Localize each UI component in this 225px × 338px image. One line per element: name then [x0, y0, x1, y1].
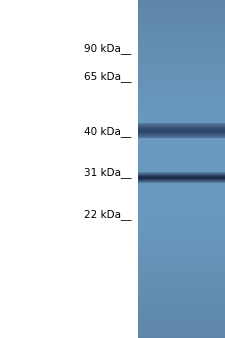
Text: 65 kDa__: 65 kDa__	[84, 71, 132, 81]
Text: 31 kDa__: 31 kDa__	[84, 167, 132, 178]
Text: 40 kDa__: 40 kDa__	[84, 126, 132, 137]
Text: 90 kDa__: 90 kDa__	[84, 44, 132, 54]
Text: 22 kDa__: 22 kDa__	[84, 209, 132, 220]
